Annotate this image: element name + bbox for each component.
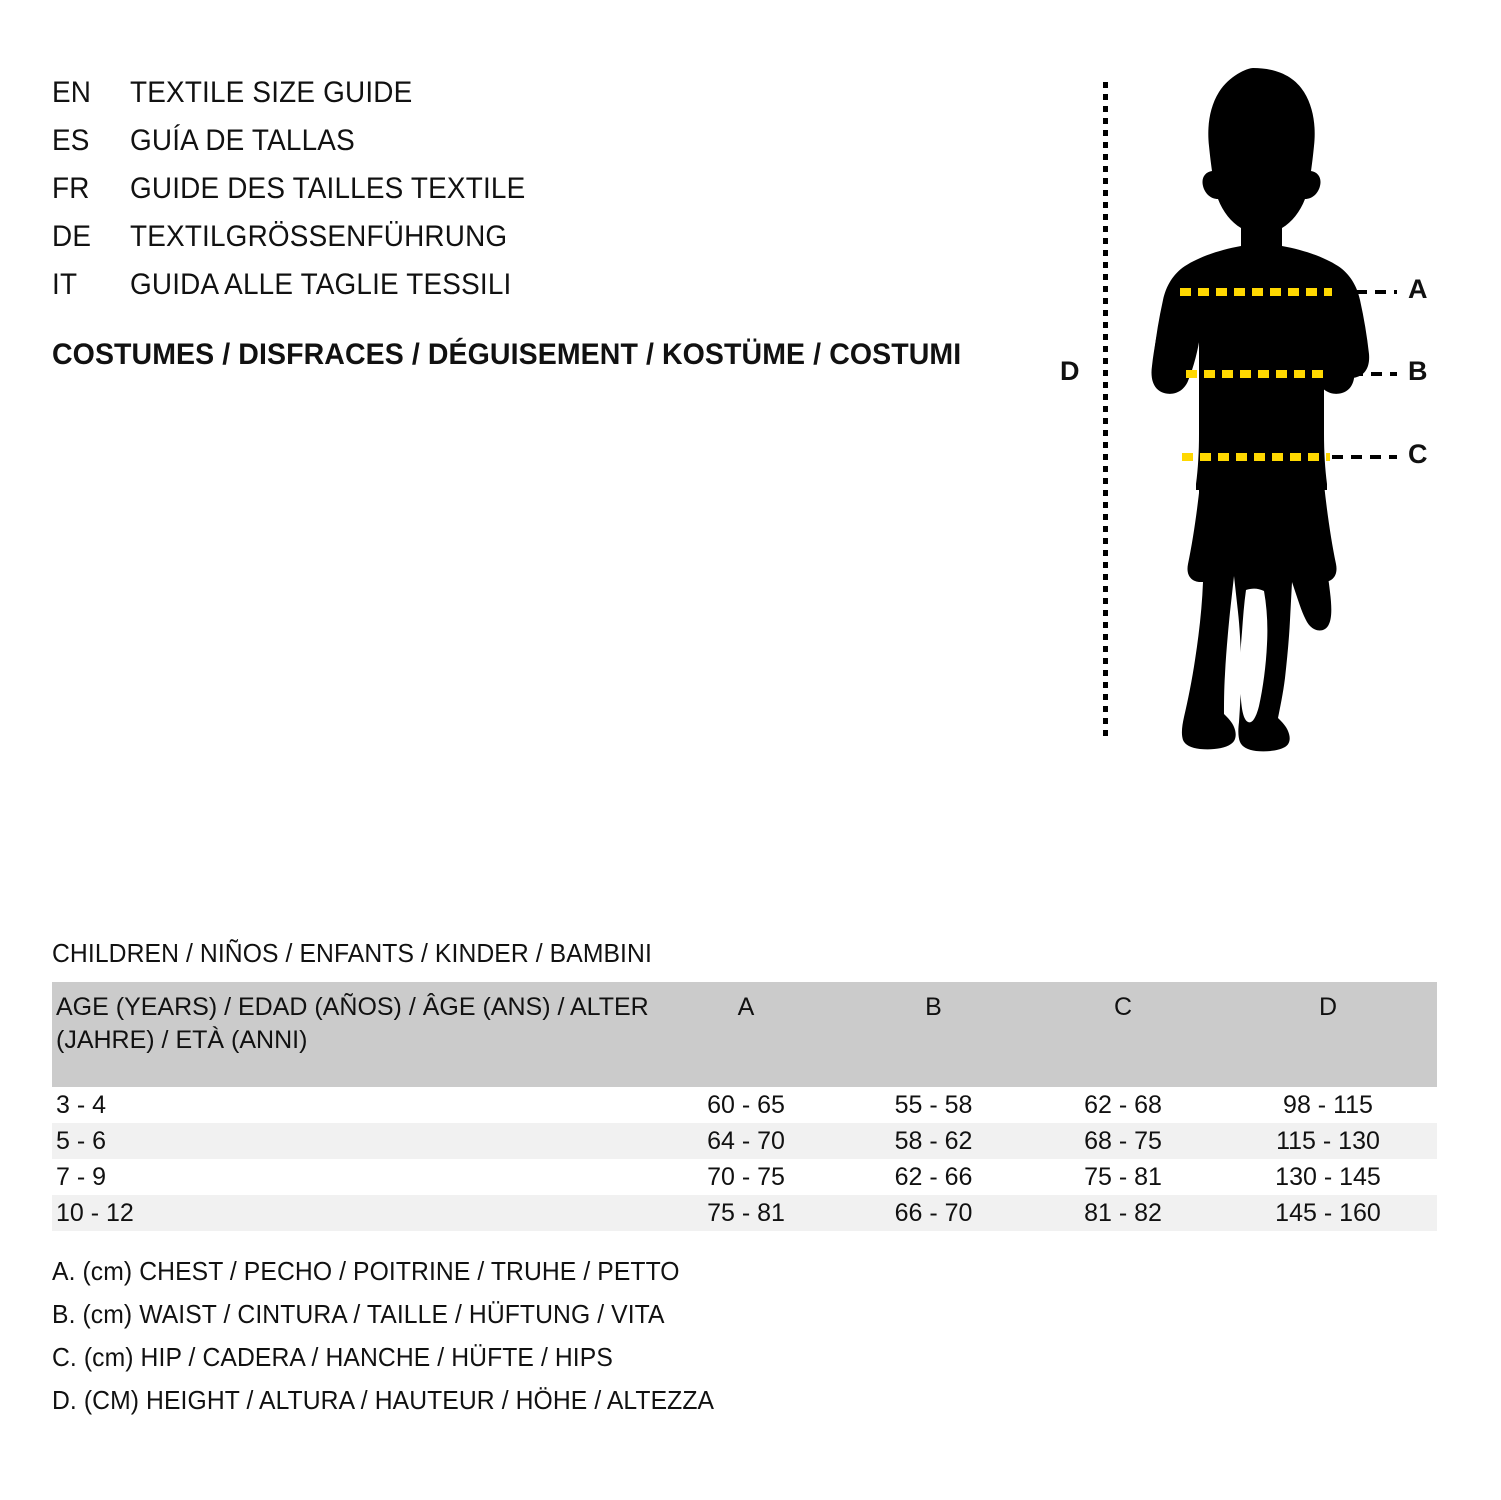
language-row-en: EN TEXTILE SIZE GUIDE: [52, 76, 672, 124]
legend-item-a: A. (cm) CHEST / PECHO / POITRINE / TRUHE…: [52, 1256, 680, 1286]
size-table-head: AGE (YEARS) / EDAD (AÑOS) / ÂGE (ANS) / …: [52, 982, 1437, 1087]
language-row-it: IT GUIDA ALLE TAGLIE TESSILI: [52, 268, 672, 316]
language-code-fr: FR: [52, 172, 90, 205]
table-row: 3 - 4 60 - 65 55 - 58 62 - 68 98 - 115: [52, 1087, 1437, 1123]
size-table: AGE (YEARS) / EDAD (AÑOS) / ÂGE (ANS) / …: [52, 982, 1437, 1231]
cell-chest: 70 - 75: [652, 1159, 840, 1195]
language-title-de: TEXTILGRÖSSENFÜHRUNG: [130, 220, 508, 253]
language-title-it: GUIDA ALLE TAGLIE TESSILI: [130, 268, 512, 301]
language-title-en: TEXTILE SIZE GUIDE: [130, 76, 413, 109]
column-header-age: AGE (YEARS) / EDAD (AÑOS) / ÂGE (ANS) / …: [52, 982, 652, 1087]
cell-waist: 62 - 66: [840, 1159, 1027, 1195]
column-header-b: B: [840, 982, 1027, 1087]
waist-measure-line: [1186, 370, 1326, 378]
cell-chest: 75 - 81: [652, 1195, 840, 1231]
measurement-label-a: A: [1408, 274, 1428, 304]
table-row: 5 - 6 64 - 70 58 - 62 68 - 75 115 - 130: [52, 1123, 1437, 1159]
measurement-label-c: C: [1408, 439, 1428, 469]
size-table-body: 3 - 4 60 - 65 55 - 58 62 - 68 98 - 115 5…: [52, 1087, 1437, 1231]
height-dotted-line: [1103, 82, 1108, 742]
measurement-legend: A. (cm) CHEST / PECHO / POITRINE / TRUHE…: [52, 1250, 852, 1422]
cell-height: 98 - 115: [1219, 1087, 1437, 1123]
legend-item-d: D. (CM) HEIGHT / ALTURA / HAUTEUR / HÖHE…: [52, 1385, 715, 1415]
costumes-headline: COSTUMES / DISFRACES / DÉGUISEMENT / KOS…: [52, 338, 962, 371]
cell-age: 3 - 4: [52, 1087, 652, 1123]
column-header-d: D: [1219, 982, 1437, 1087]
language-title-es: GUÍA DE TALLAS: [130, 124, 355, 157]
cell-height: 130 - 145: [1219, 1159, 1437, 1195]
cell-hip: 62 - 68: [1027, 1087, 1219, 1123]
cell-chest: 60 - 65: [652, 1087, 840, 1123]
cell-hip: 68 - 75: [1027, 1123, 1219, 1159]
chest-measure-line: [1180, 288, 1332, 296]
cell-age: 5 - 6: [52, 1123, 652, 1159]
column-header-a: A: [652, 982, 840, 1087]
language-row-es: ES GUÍA DE TALLAS: [52, 124, 672, 172]
child-silhouette-icon: [1151, 68, 1370, 752]
table-caption: CHILDREN / NIÑOS / ENFANTS / KINDER / BA…: [52, 938, 652, 968]
table-row: 10 - 12 75 - 81 66 - 70 81 - 82 145 - 16…: [52, 1195, 1437, 1231]
language-code-de: DE: [52, 220, 92, 253]
size-figure-diagram: D A B C: [1040, 60, 1480, 770]
language-row-de: DE TEXTILGRÖSSENFÜHRUNG: [52, 220, 672, 268]
leader-line-a: [1337, 290, 1397, 294]
cell-age: 10 - 12: [52, 1195, 652, 1231]
table-header-row: AGE (YEARS) / EDAD (AÑOS) / ÂGE (ANS) / …: [52, 982, 1437, 1087]
legend-item-b: B. (cm) WAIST / CINTURA / TAILLE / HÜFTU…: [52, 1299, 665, 1329]
cell-waist: 55 - 58: [840, 1087, 1027, 1123]
cell-age: 7 - 9: [52, 1159, 652, 1195]
measurement-label-b: B: [1408, 356, 1428, 386]
cell-waist: 66 - 70: [840, 1195, 1027, 1231]
leader-line-b: [1333, 372, 1397, 376]
table-row: 7 - 9 70 - 75 62 - 66 75 - 81 130 - 145: [52, 1159, 1437, 1195]
column-header-c: C: [1027, 982, 1219, 1087]
language-row-fr: FR GUIDE DES TAILLES TEXTILE: [52, 172, 672, 220]
cell-hip: 75 - 81: [1027, 1159, 1219, 1195]
language-title-fr: GUIDE DES TAILLES TEXTILE: [130, 172, 526, 205]
language-code-en: EN: [52, 76, 92, 109]
cell-height: 115 - 130: [1219, 1123, 1437, 1159]
legend-item-c: C. (cm) HIP / CADERA / HANCHE / HÜFTE / …: [52, 1342, 613, 1372]
leader-line-c: [1332, 455, 1397, 459]
cell-hip: 81 - 82: [1027, 1195, 1219, 1231]
language-title-block: EN TEXTILE SIZE GUIDE ES GUÍA DE TALLAS …: [52, 76, 672, 316]
language-code-es: ES: [52, 124, 90, 157]
cell-height: 145 - 160: [1219, 1195, 1437, 1231]
cell-waist: 58 - 62: [840, 1123, 1027, 1159]
cell-chest: 64 - 70: [652, 1123, 840, 1159]
language-code-it: IT: [52, 268, 78, 301]
hip-measure-line: [1182, 453, 1330, 461]
measurement-label-d: D: [1060, 356, 1080, 386]
size-table-section: CHILDREN / NIÑOS / ENFANTS / KINDER / BA…: [52, 938, 1437, 1231]
